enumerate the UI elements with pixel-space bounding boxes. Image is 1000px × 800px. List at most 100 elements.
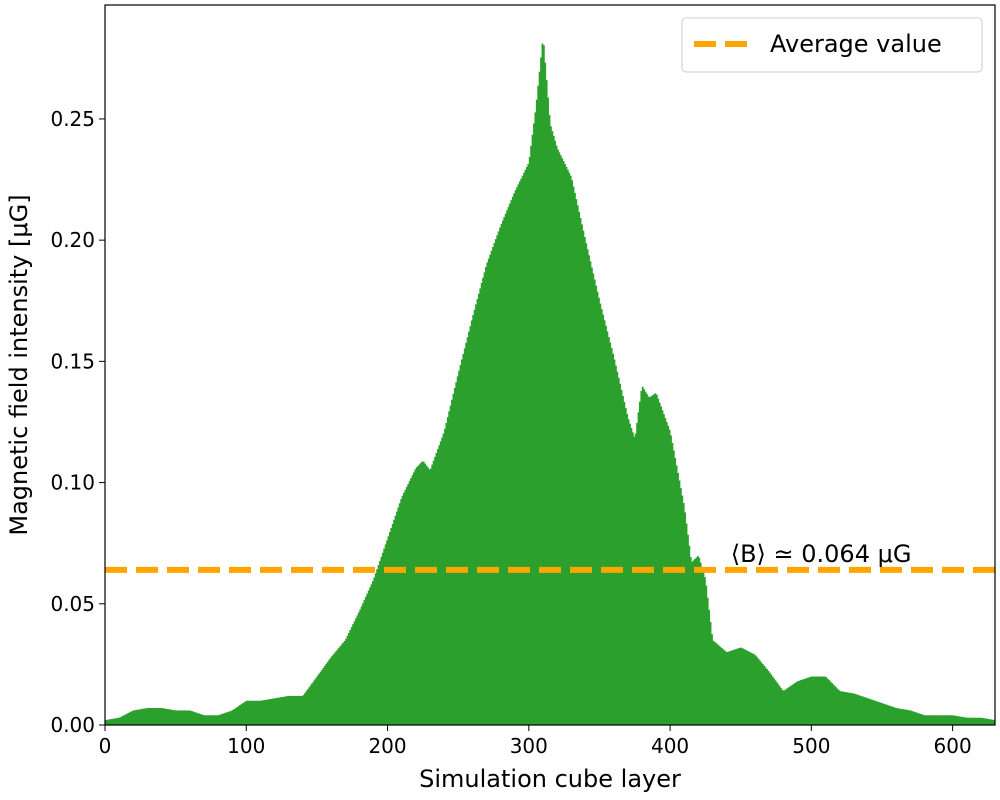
bar <box>646 394 648 725</box>
bar-series <box>105 43 996 726</box>
bar <box>137 709 140 725</box>
bar <box>578 211 581 726</box>
bar <box>535 99 538 726</box>
bar <box>564 164 566 725</box>
bar <box>870 699 873 725</box>
bar <box>965 717 968 725</box>
bar <box>660 406 662 725</box>
bar <box>394 515 397 725</box>
bar <box>420 462 422 725</box>
bar <box>766 669 768 725</box>
bar <box>946 715 949 725</box>
bar <box>424 463 427 725</box>
bar <box>898 708 901 725</box>
bar <box>270 698 273 725</box>
bar <box>976 717 979 725</box>
bar <box>521 175 524 726</box>
plot-frame <box>104 4 996 726</box>
bar <box>706 597 709 725</box>
bar <box>169 709 172 725</box>
bar <box>153 708 155 725</box>
bar <box>356 615 359 725</box>
bar <box>719 646 722 725</box>
bar <box>346 635 349 725</box>
bar <box>350 627 353 725</box>
bar <box>191 711 193 725</box>
bar <box>164 708 167 725</box>
x-tick-label: 100 <box>227 734 265 758</box>
bar <box>800 680 802 725</box>
bar <box>379 561 381 725</box>
bar <box>846 692 849 725</box>
bar <box>771 676 774 725</box>
bar <box>848 692 850 725</box>
bar <box>277 697 280 725</box>
bar <box>480 283 483 725</box>
bar <box>572 186 575 725</box>
bar <box>914 712 917 725</box>
bar <box>237 706 240 725</box>
bar <box>557 149 559 726</box>
bar <box>287 696 290 725</box>
bar <box>225 712 227 725</box>
bar <box>585 243 588 725</box>
bar <box>332 654 335 725</box>
bar <box>112 718 114 725</box>
bar <box>367 590 370 725</box>
bar <box>938 715 941 725</box>
bar <box>767 670 770 725</box>
bar <box>713 641 716 725</box>
bar <box>695 557 698 725</box>
bar <box>886 704 889 725</box>
bar <box>842 691 845 725</box>
bar <box>712 640 715 725</box>
bar <box>172 710 175 725</box>
x-axis-ticks: 0 100 200 300 400 500 600 <box>99 725 972 758</box>
bar <box>643 389 646 725</box>
bar <box>684 512 687 725</box>
bar <box>531 134 534 725</box>
bar <box>461 359 463 725</box>
bar <box>431 464 434 725</box>
legend-box <box>681 17 983 73</box>
bar <box>918 713 921 725</box>
bar <box>412 472 415 725</box>
bar <box>444 428 446 725</box>
bar <box>828 680 831 725</box>
bar <box>894 707 897 725</box>
bar <box>703 577 706 725</box>
bar <box>425 465 428 725</box>
bar <box>901 709 904 725</box>
bar <box>333 652 336 725</box>
bar <box>798 680 801 725</box>
bar <box>992 719 994 725</box>
bar <box>506 210 509 725</box>
bar <box>785 688 788 725</box>
y-tick-label: 0.05 <box>50 592 95 616</box>
bar <box>819 676 822 725</box>
bar <box>774 680 777 725</box>
bar <box>445 422 448 725</box>
bar <box>794 682 797 725</box>
bar <box>586 249 589 726</box>
y-tick-label: 0.20 <box>50 228 95 252</box>
bar <box>408 481 411 725</box>
bar <box>360 606 363 725</box>
bar <box>609 342 612 725</box>
bar <box>728 651 730 725</box>
bar <box>867 698 870 725</box>
bar <box>230 710 233 725</box>
bar <box>688 545 691 725</box>
bar <box>592 273 595 725</box>
bar <box>326 661 329 725</box>
bar <box>449 405 452 725</box>
bar <box>184 710 186 725</box>
bar <box>732 650 735 725</box>
bar <box>487 258 490 725</box>
bar <box>266 699 268 725</box>
bar <box>273 698 275 725</box>
bar <box>752 653 754 725</box>
bar <box>130 711 133 725</box>
bar <box>210 715 213 725</box>
bar <box>896 708 898 725</box>
